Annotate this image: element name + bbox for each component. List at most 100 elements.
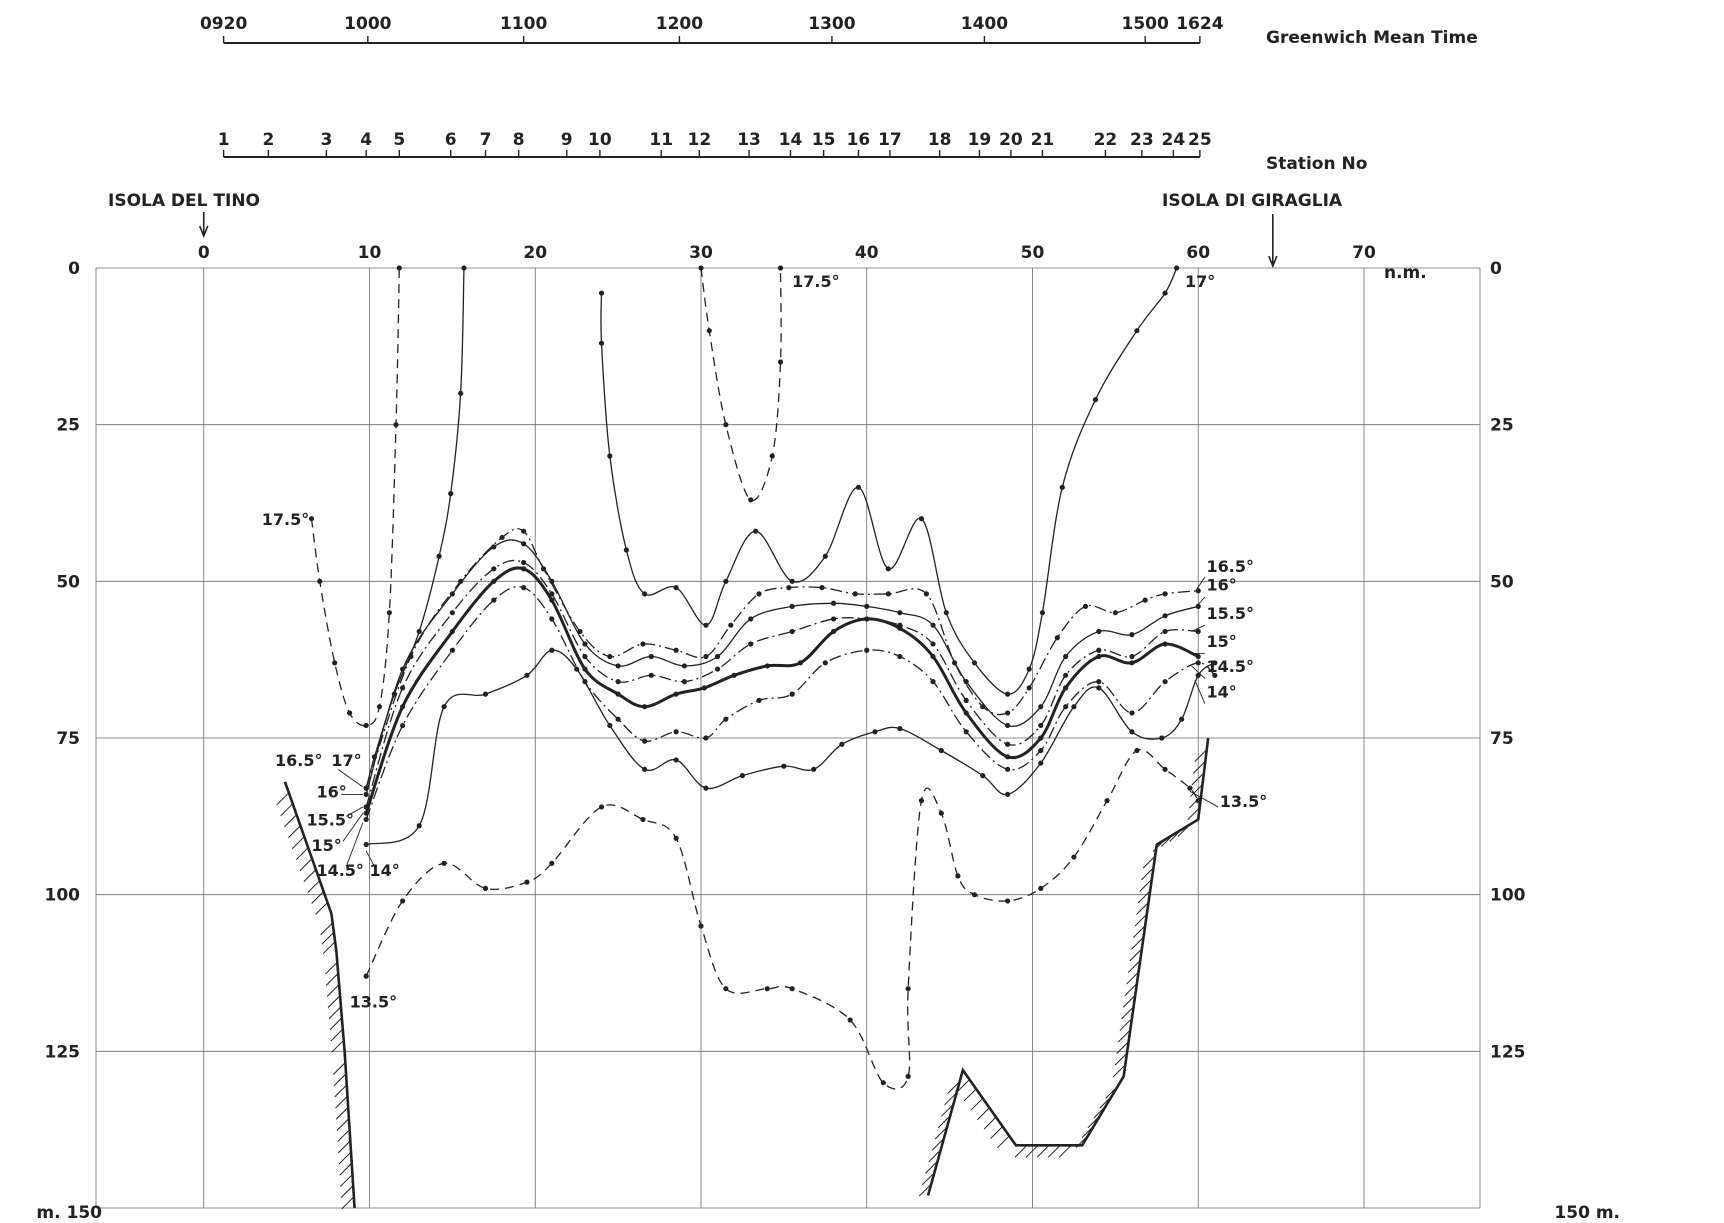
isotherm-label: 15.5° xyxy=(1207,604,1254,623)
isotherm-point xyxy=(971,892,978,898)
seabed-hatch xyxy=(320,922,333,936)
isotherm-label: 13.5° xyxy=(350,992,397,1011)
isotherm-line xyxy=(365,649,1216,846)
x-tick-label: 0 xyxy=(198,243,210,263)
isotherm-point xyxy=(346,710,353,716)
isotherm-point xyxy=(706,328,712,334)
isotherm-point xyxy=(811,766,817,772)
seabed-hatch xyxy=(1036,1144,1050,1158)
isotherm-point xyxy=(386,610,392,616)
isotherm-point xyxy=(880,1080,886,1086)
isotherm-point xyxy=(1159,735,1165,741)
seabed-hatch xyxy=(934,1126,948,1140)
y-tick-label-left: 50 xyxy=(56,572,80,592)
isotherm-point xyxy=(574,666,580,672)
isotherm-point xyxy=(673,647,679,653)
isotherm-point xyxy=(938,810,944,816)
isotherm-point xyxy=(723,716,729,722)
isotherm-point xyxy=(723,578,729,584)
isotherm-point xyxy=(714,666,721,672)
label-leader xyxy=(1191,665,1206,679)
seabed-hatch xyxy=(1169,829,1183,842)
seabed-hatch xyxy=(963,1088,977,1102)
isotherm-point xyxy=(864,647,870,653)
isotherm-point xyxy=(714,653,721,660)
isotherm-point xyxy=(448,491,454,497)
seabed-hatch xyxy=(1187,807,1201,821)
isotherm-label: 17.5° xyxy=(262,510,309,529)
label-leader xyxy=(345,822,364,867)
isotherm-point xyxy=(1063,685,1069,691)
time-tick-label: 1300 xyxy=(808,14,855,34)
isotherm-line xyxy=(600,267,1178,695)
isotherm-point xyxy=(723,422,729,428)
y-tick-label-right: 100 xyxy=(1490,886,1526,906)
place-label: ISOLA DI GIRAGLIA xyxy=(1162,191,1343,211)
isotherm-point xyxy=(1063,653,1069,660)
seabed-hatch xyxy=(1058,1144,1072,1158)
isotherm-point xyxy=(1162,613,1168,619)
isotherm-point xyxy=(897,610,903,616)
seabed-hatch xyxy=(1136,902,1149,915)
time-tick-label: 1624 xyxy=(1176,14,1223,34)
isotherm-point xyxy=(1096,628,1102,635)
seabed-line xyxy=(283,781,356,1209)
isotherm-label: 13.5° xyxy=(1220,792,1267,811)
y-tick-label-right: 125 xyxy=(1490,1042,1526,1062)
isotherm-point xyxy=(923,591,930,597)
axes: n.m. m. 150 150 m. xyxy=(36,263,1620,1223)
isotherm-point xyxy=(731,672,737,678)
isotherm-point xyxy=(930,679,936,685)
isotherm-point xyxy=(786,585,792,591)
isotherm-point xyxy=(363,816,369,823)
isotherm-point xyxy=(1174,265,1180,271)
isotherm-point xyxy=(681,663,688,669)
y-axis-right-bottom-label: 150 m. xyxy=(1554,1203,1620,1223)
isotherm-point xyxy=(839,741,845,747)
seabed-hatch xyxy=(1121,1006,1134,1020)
isotherm-point xyxy=(521,585,527,591)
isotherm-point xyxy=(748,616,754,622)
seabed-hatch xyxy=(341,1196,355,1210)
y-tick-label-left: 125 xyxy=(45,1042,81,1062)
isotherm-point xyxy=(943,610,949,616)
isotherm-point xyxy=(728,622,734,628)
isotherm-point xyxy=(830,616,837,622)
seabed-hatch xyxy=(311,891,324,904)
isotherm-point xyxy=(1082,603,1089,610)
isotherm-point xyxy=(400,685,406,691)
isotherm-label: 14.5° xyxy=(1207,657,1254,676)
isotherm-point xyxy=(698,923,704,929)
seabed-hatch xyxy=(332,1062,346,1075)
isotherm-point xyxy=(897,726,903,732)
isotherm-point xyxy=(756,697,762,704)
seabed-hatch xyxy=(1014,1144,1028,1158)
isotherm-point xyxy=(332,660,338,666)
station-tick-label: 19 xyxy=(968,130,992,150)
isotherm-point xyxy=(930,653,936,660)
isotherm-point xyxy=(1162,290,1168,296)
isotherm-point xyxy=(648,653,654,660)
isotherm-point xyxy=(1005,791,1011,798)
isotherm-point xyxy=(739,773,746,779)
seabed-hatch xyxy=(1081,1125,1095,1138)
isotherm-point xyxy=(1005,766,1011,772)
isotherm-point xyxy=(521,528,527,534)
station-tick-label: 3 xyxy=(320,130,332,150)
isotherm-point xyxy=(1134,328,1140,334)
seabed-hatch xyxy=(990,1126,1003,1139)
isotherm-line xyxy=(365,559,1199,808)
isotherm-point xyxy=(1005,898,1011,904)
isotherm-point xyxy=(1129,632,1135,638)
seabed-hatch xyxy=(1047,1144,1061,1158)
isotherm-point xyxy=(615,716,621,722)
seabed-hatch xyxy=(1177,824,1191,837)
isotherm-point xyxy=(1063,704,1069,710)
isotherm-point xyxy=(864,616,870,622)
isotherm-point xyxy=(521,559,527,566)
station-tick-label: 23 xyxy=(1130,130,1154,150)
isotherm-point xyxy=(1187,785,1193,791)
isotherm-point xyxy=(701,685,707,691)
seabed-hatch xyxy=(334,1084,348,1098)
station-tick-label: 2 xyxy=(262,130,274,150)
